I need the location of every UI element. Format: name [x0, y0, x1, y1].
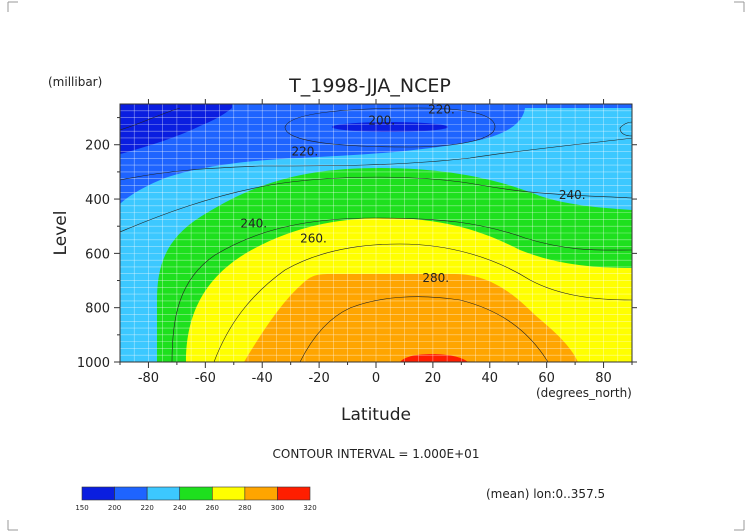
- colorbar-swatch: [146, 486, 181, 501]
- contour-line-190: [120, 107, 181, 131]
- x-tick-label: -20: [308, 371, 329, 386]
- x-tick-label: -60: [195, 371, 216, 386]
- y-tick-label: 800: [85, 302, 110, 317]
- contour-label: 220.: [428, 102, 455, 116]
- corner-marks: [7, 1, 745, 531]
- footer-note: (mean) lon:0..357.5: [486, 487, 605, 501]
- colorbar-label: 200: [108, 504, 121, 512]
- contour-label: 260.: [300, 231, 327, 245]
- band-300-320: [400, 354, 468, 362]
- y-axis-units: (millibar): [48, 75, 102, 89]
- colorbar-swatch: [244, 486, 278, 501]
- contour-line-210-ring: [284, 107, 496, 148]
- colorbar-swatch: [114, 486, 148, 501]
- x-tick-label: -40: [252, 371, 273, 386]
- band-150-200-left: [120, 104, 232, 154]
- band-280-300: [244, 274, 578, 362]
- colorbar-swatch: [211, 486, 246, 501]
- x-tick-label: -80: [138, 371, 159, 386]
- corner-mark-bottom-right: [734, 520, 745, 531]
- colorbar-label: 260: [206, 504, 219, 512]
- contour-line-290: [299, 296, 549, 362]
- gridlines: [120, 104, 632, 362]
- contour-label: 280.: [422, 271, 449, 285]
- contour-label: 240.: [559, 188, 586, 202]
- colorbar-label: 240: [173, 504, 186, 512]
- corner-mark-bottom-left: [7, 520, 18, 531]
- contour-labels: 220. 200. 220. 240. 260. 240. 280.: [240, 102, 585, 284]
- colorbar-label: 280: [238, 504, 251, 512]
- contour-interval-text: CONTOUR INTERVAL = 1.000E+01: [273, 447, 480, 461]
- colorbar: 150 200 220 240 260 280 300 320: [75, 486, 317, 512]
- colorbar-label: 320: [303, 504, 316, 512]
- y-tick-label: 600: [85, 247, 110, 262]
- contour-label: 220.: [292, 145, 319, 159]
- colorbar-swatch: [277, 486, 311, 501]
- colorbar-swatch: [179, 486, 213, 501]
- contour-line-270: [213, 243, 632, 362]
- contour-line-250: [171, 217, 632, 362]
- x-tick-label: 60: [538, 371, 555, 386]
- y-tick-label: 400: [85, 193, 110, 208]
- contour-label: 240.: [240, 216, 267, 230]
- x-tick-label: 80: [595, 371, 612, 386]
- y-tick-label: 200: [85, 139, 110, 154]
- corner-mark-top-right: [734, 1, 745, 12]
- contour-line-210: [120, 137, 632, 181]
- corner-mark-top-left: [7, 1, 18, 12]
- x-axis-label: Latitude: [341, 405, 411, 425]
- y-axis-label: Level: [51, 211, 71, 256]
- contour-line-360-ring: [619, 121, 632, 137]
- x-axis-units: (degrees_north): [536, 386, 632, 400]
- x-tick-label: 40: [482, 371, 499, 386]
- y-tick-label: 1000: [77, 356, 110, 371]
- x-axis: -80 -60 -40 -20 0 20 40 60 80: [119, 99, 633, 386]
- y-axis: 200 400 600 800 1000: [77, 117, 637, 371]
- colorbar-label: 300: [271, 504, 284, 512]
- colorbar-label: 220: [140, 504, 153, 512]
- colorbar-label: 150: [75, 504, 88, 512]
- chart-title: T_1998-JJA_NCEP: [288, 75, 451, 97]
- x-tick-label: 0: [372, 371, 380, 386]
- contour-line-230: [120, 176, 632, 233]
- contour-label: 200.: [368, 113, 395, 127]
- x-tick-label: 20: [425, 371, 442, 386]
- contour-lines: [120, 107, 632, 362]
- colorbar-swatch: [81, 486, 115, 501]
